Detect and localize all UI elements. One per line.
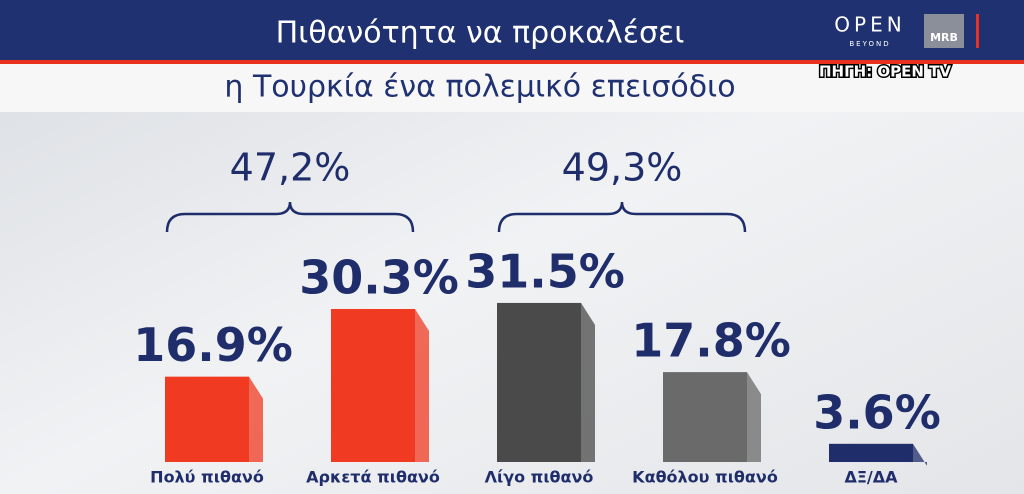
value-label: 30.3% <box>299 250 459 304</box>
bar-side <box>747 372 761 462</box>
value-label: 3.6% <box>813 385 941 439</box>
logo-sub: BEYOND <box>849 40 890 48</box>
value-label: 16.9% <box>133 318 293 372</box>
category-label: ΔΞ/ΔΑ <box>844 468 898 487</box>
bar-side <box>249 376 263 462</box>
bar <box>165 376 249 462</box>
bar-side <box>913 443 927 466</box>
group-label: 47,2% <box>230 146 351 190</box>
logo-rule <box>976 14 979 48</box>
value-label: 31.5% <box>465 244 625 298</box>
subtitle: η Τουρκία ένα πολεμικό επεισόδιο <box>224 70 735 105</box>
bar <box>663 372 747 462</box>
group-bracket <box>165 201 415 233</box>
logo: OPEN <box>834 13 905 37</box>
category-label: Καθόλου πιθανό <box>632 468 778 487</box>
category-label: Πολύ πιθανό <box>150 468 264 487</box>
subtitle-band <box>0 64 1024 112</box>
header-band <box>0 0 1024 60</box>
bar-side <box>415 308 429 462</box>
pollster: MRB <box>930 31 958 44</box>
bar-side <box>581 302 595 462</box>
bar <box>497 302 581 462</box>
category-label: Λίγο πιθανό <box>485 468 594 487</box>
bar <box>829 443 913 462</box>
category-label: Αρκετά πιθανό <box>306 468 440 487</box>
header-rule <box>0 60 1024 64</box>
group-bracket <box>497 201 747 233</box>
value-label: 17.8% <box>631 314 791 368</box>
group-label: 49,3% <box>562 146 683 190</box>
title: Πιθανότητα να προκαλέσει <box>276 16 685 51</box>
bar <box>331 308 415 462</box>
pollster-box <box>924 14 964 48</box>
source: ΠΗΓΗ: OPEN TV <box>819 63 951 81</box>
